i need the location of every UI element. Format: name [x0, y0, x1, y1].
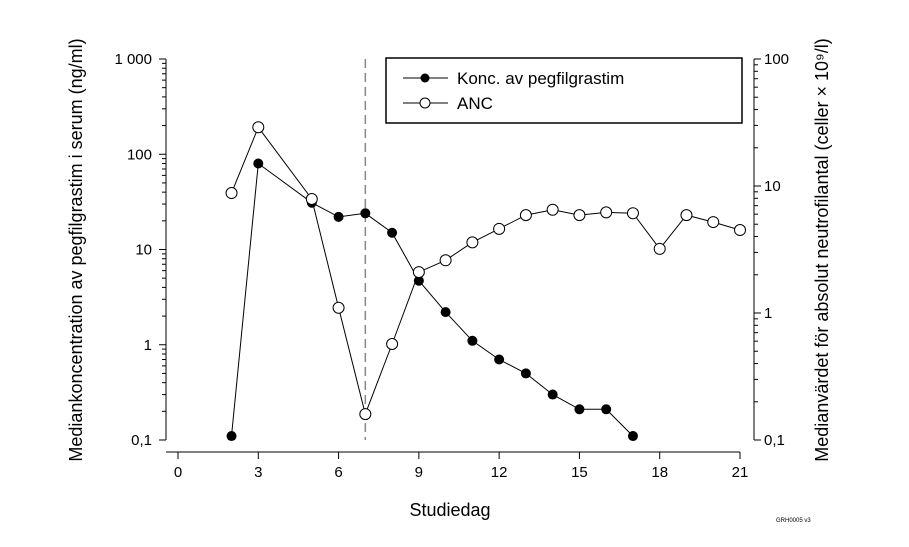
- data-point-anc: [546, 203, 559, 216]
- data-point-anc: [493, 222, 506, 235]
- y-tick-label-right: 100: [764, 51, 789, 68]
- data-point-pegfilgrastim: [467, 335, 478, 346]
- data-point-anc: [653, 242, 666, 255]
- series-layer: [225, 121, 746, 442]
- data-point-anc: [332, 301, 345, 314]
- data-point-anc: [600, 206, 613, 219]
- legend-marker-anc: [419, 97, 431, 109]
- y-tick-label-left: 100: [127, 146, 152, 163]
- x-axis-title: Studiedag: [409, 500, 490, 520]
- y-axis-title-right: Medianvärdet för absolut neutrofilantal …: [812, 38, 832, 461]
- data-point-anc: [626, 207, 639, 220]
- data-point-anc: [680, 209, 693, 222]
- x-tick-label: 12: [491, 464, 508, 481]
- data-point-pegfilgrastim: [333, 211, 344, 222]
- y-tick-label-right: 1: [764, 305, 772, 322]
- series-line-anc: [231, 126, 741, 416]
- y-tick-label-left: 1: [144, 337, 152, 354]
- series-line-pegfilgrastim: [231, 162, 634, 437]
- legend-marker-pegfilgrastim: [420, 73, 430, 83]
- figure-code: GRH0005 v3: [776, 518, 811, 524]
- data-point-anc: [573, 209, 586, 222]
- data-point-anc: [734, 224, 746, 237]
- legend-box: [385, 57, 743, 124]
- data-point-pegfilgrastim: [547, 389, 558, 400]
- x-tick-label: 0: [174, 464, 182, 481]
- data-point-anc: [359, 408, 372, 421]
- legend-label-pegfilgrastim: Konc. av pegfilgrastim: [457, 69, 624, 88]
- y-tick-label-right: 0,1: [764, 432, 785, 449]
- data-point-pegfilgrastim: [494, 354, 505, 365]
- data-point-pegfilgrastim: [440, 307, 451, 318]
- data-point-anc: [386, 338, 399, 351]
- data-point-anc: [412, 266, 425, 279]
- data-point-anc: [439, 254, 452, 267]
- data-point-pegfilgrastim: [574, 404, 585, 415]
- y-tick-label-left: 10: [135, 242, 152, 259]
- data-point-anc: [519, 209, 532, 222]
- x-tick-label: 18: [651, 464, 668, 481]
- data-point-pegfilgrastim: [387, 227, 398, 238]
- data-point-anc: [305, 193, 318, 206]
- data-point-pegfilgrastim: [601, 404, 612, 415]
- x-tick-label: 9: [415, 464, 423, 481]
- ticks: 0 3 6 9 12 15 18 21 0,1 1 10 100 1 000 0,1 1 10 100: [114, 51, 789, 481]
- legend-label-anc: ANC: [457, 94, 493, 113]
- data-point-pegfilgrastim: [627, 431, 638, 442]
- x-tick-label: 6: [334, 464, 342, 481]
- x-tick-label: 15: [571, 464, 588, 481]
- data-point-pegfilgrastim: [360, 208, 371, 219]
- y-axis-title-left: Mediankoncentration av pegfilgrastim i s…: [66, 38, 86, 461]
- data-point-anc: [707, 216, 720, 229]
- y-tick-label-right: 10: [764, 178, 781, 195]
- data-point-anc: [225, 187, 238, 200]
- data-point-pegfilgrastim: [253, 158, 264, 169]
- y-tick-label-left: 1 000: [114, 51, 152, 68]
- data-point-anc: [252, 121, 265, 134]
- data-point-pegfilgrastim: [226, 431, 237, 442]
- data-point-pegfilgrastim: [520, 368, 531, 379]
- x-tick-label: 3: [254, 464, 262, 481]
- legend: Konc. av pegfilgrastim ANC: [385, 57, 743, 124]
- x-tick-label: 21: [732, 464, 749, 481]
- y-tick-label-left: 0,1: [131, 432, 152, 449]
- data-point-anc: [466, 236, 479, 249]
